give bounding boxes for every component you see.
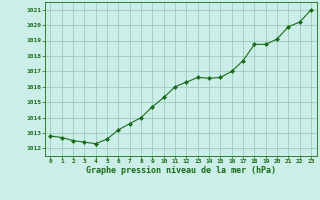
X-axis label: Graphe pression niveau de la mer (hPa): Graphe pression niveau de la mer (hPa) (86, 166, 276, 175)
